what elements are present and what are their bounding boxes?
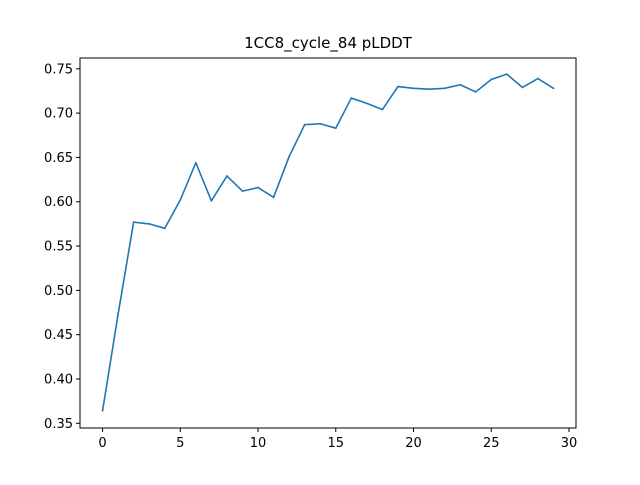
x-tick-label: 10 xyxy=(250,436,267,451)
series-layer xyxy=(101,73,555,412)
y-tick-label: 0.60 xyxy=(44,195,73,210)
data-point xyxy=(117,313,119,316)
x-tick-label: 25 xyxy=(483,436,500,451)
axes-frame xyxy=(79,57,577,429)
y-tick-label: 0.50 xyxy=(44,284,73,299)
y-tick-label: 0.55 xyxy=(44,240,73,255)
data-point xyxy=(397,85,399,88)
data-point xyxy=(288,155,291,158)
data-point xyxy=(272,196,275,199)
data-point xyxy=(381,108,384,111)
y-tick-label: 0.45 xyxy=(44,328,73,343)
y-tick-label: 0.70 xyxy=(44,107,73,122)
y-axis: 0.35 0.40 0.45 0.50 0.55 0.60 0.65 0.70 0.75 xyxy=(44,62,80,432)
x-axis: 0 5 10 15 20 25 30 xyxy=(98,428,577,451)
series-line xyxy=(101,73,554,412)
x-tick-label: 15 xyxy=(328,436,345,451)
data-point xyxy=(443,87,446,90)
data-point xyxy=(505,73,508,76)
x-tick-label: 30 xyxy=(561,436,578,451)
data-point xyxy=(474,90,477,93)
data-point xyxy=(412,87,415,90)
data-point xyxy=(459,83,462,86)
data-point xyxy=(537,77,539,80)
data-point xyxy=(490,78,493,81)
chart-title: 1CC8_cycle_84 pLDDT xyxy=(244,34,413,53)
data-point xyxy=(210,199,213,202)
x-tick-label: 5 xyxy=(176,436,184,451)
y-tick-label: 0.40 xyxy=(44,372,73,387)
data-point xyxy=(257,186,259,189)
x-tick-label: 0 xyxy=(98,436,106,451)
data-point xyxy=(365,102,368,105)
data-point xyxy=(552,87,555,90)
data-point xyxy=(303,123,306,126)
data-point xyxy=(319,122,322,125)
data-point xyxy=(179,199,182,201)
data-point xyxy=(241,190,244,193)
y-tick-label: 0.65 xyxy=(44,151,73,166)
data-point xyxy=(163,227,166,230)
data-point xyxy=(148,223,151,225)
x-tick-label: 20 xyxy=(405,436,422,451)
data-point xyxy=(334,127,337,130)
data-point xyxy=(350,97,353,99)
data-point xyxy=(194,161,197,164)
data-point xyxy=(101,409,104,412)
y-tick-label: 0.35 xyxy=(44,417,73,432)
y-tick-label: 0.75 xyxy=(44,62,73,77)
data-point xyxy=(428,88,430,91)
data-point xyxy=(226,175,228,177)
data-point xyxy=(132,221,135,224)
data-point xyxy=(521,86,524,89)
